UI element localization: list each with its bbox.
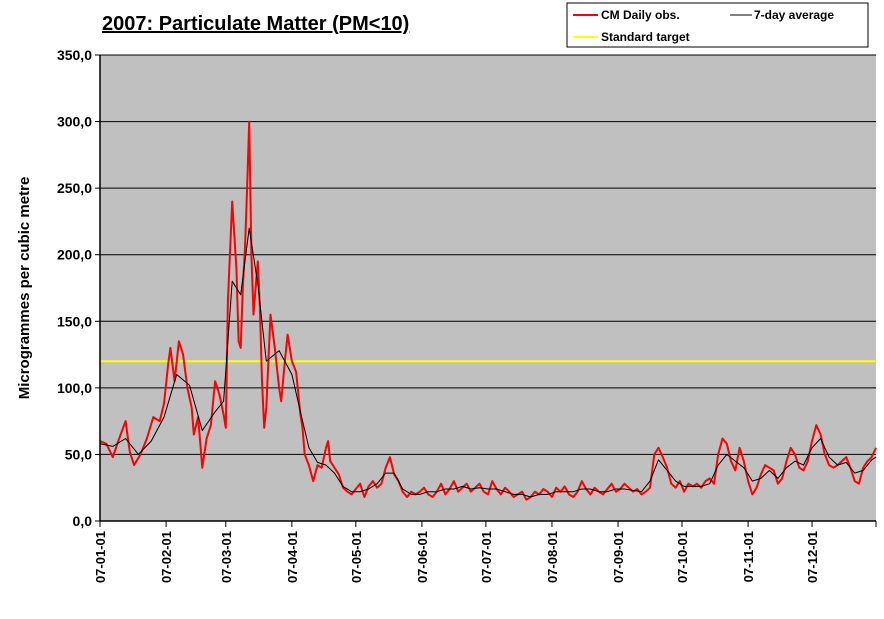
y-tick-label: 150,0	[57, 313, 92, 329]
y-tick-label: 300,0	[57, 114, 92, 130]
x-axis-ticks: 07-01-01 07-02-01 07-03-01 07-04-01 07-05-01…	[93, 521, 877, 583]
legend-label-average: 7-day average	[754, 8, 834, 22]
y-tick-label: 50,0	[65, 446, 92, 462]
chart-title: 2007: Particulate Matter (PM<10)	[102, 13, 409, 35]
x-tick-label: 07-05-01	[349, 531, 364, 583]
axes	[99, 55, 876, 522]
y-tick-label: 200,0	[57, 247, 92, 263]
legend-label-target: Standard target	[601, 30, 690, 44]
x-tick-label: 07-04-01	[285, 531, 300, 583]
legend-label-daily: CM Daily obs.	[601, 8, 680, 22]
x-tick-label: 07-03-01	[219, 531, 234, 583]
x-tick-label: 07-09-01	[611, 531, 626, 583]
x-tick-label: 07-11-01	[741, 531, 756, 582]
y-tick-label: 0,0	[73, 513, 93, 529]
x-tick-label: 07-10-01	[675, 531, 690, 583]
x-tick-label: 07-08-01	[545, 531, 560, 583]
y-tick-label: 250,0	[57, 180, 92, 196]
x-tick-label: 07-01-01	[93, 531, 108, 583]
y-axis-ticks: 0,0 50,0 100,0 150,0 200,0 250,0 300,0 350,0	[57, 47, 100, 529]
y-tick-label: 100,0	[57, 380, 92, 396]
legend: CM Daily obs. 7-day average Standard tar…	[566, 2, 869, 48]
y-tick-label: 350,0	[57, 47, 92, 63]
plot-area	[100, 55, 876, 521]
gridlines	[100, 54, 876, 455]
daily-obs-series	[99, 120, 877, 501]
x-tick-label: 07-12-01	[805, 531, 820, 583]
seven-day-average-series	[99, 227, 877, 498]
x-tick-label: 07-07-01	[479, 531, 494, 583]
y-axis-label: Microgrammes per cubic metre	[16, 177, 33, 400]
x-tick-label: 07-02-01	[159, 531, 174, 583]
x-tick-label: 07-06-01	[415, 531, 430, 583]
legend-box	[566, 2, 869, 48]
